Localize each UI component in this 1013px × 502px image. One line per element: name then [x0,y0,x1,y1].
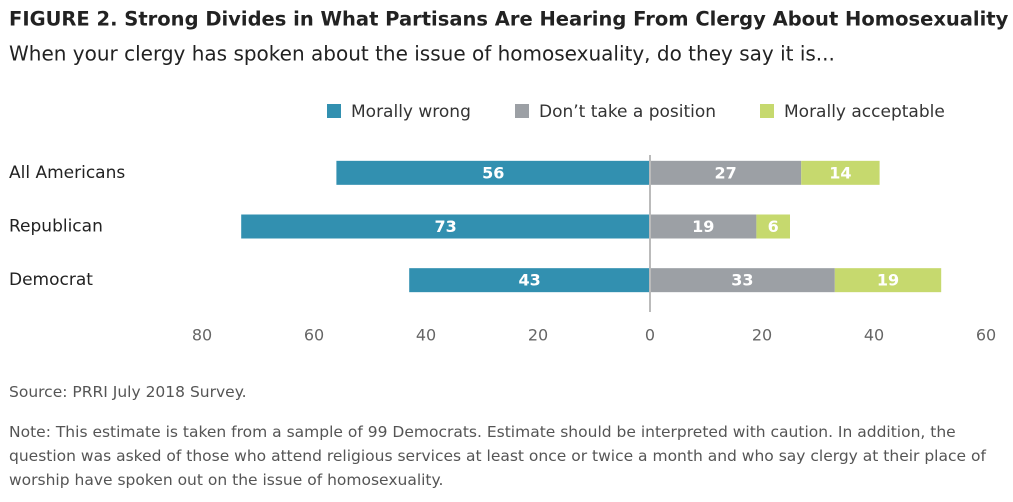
x-tick-label: 60 [304,326,324,345]
legend-label: Don’t take a position [539,102,716,122]
bar [336,160,650,185]
chart: FIGURE 2. Strong Divides in What Partisa… [9,8,1009,345]
data-label: 6 [768,217,779,236]
bar [409,268,650,293]
x-tick-label: 40 [416,326,436,345]
bar [650,160,802,185]
x-tick-label: 20 [528,326,548,345]
bar [756,214,790,239]
legend-label: Morally acceptable [784,102,945,122]
x-tick-label: 0 [645,326,655,345]
legend-label: Morally wrong [351,102,471,122]
bar [650,214,757,239]
legend-swatch [515,104,529,118]
bar [241,214,650,239]
source: Source: PRRI July 2018 Survey. [9,383,247,401]
data-label: 27 [714,163,736,182]
legend-swatch [760,104,774,118]
bar [834,268,942,293]
x-tick-label: 80 [192,326,212,345]
x-tick-label: 20 [752,326,772,345]
legend-swatch [327,104,341,118]
bar [801,160,880,185]
note: Note: This estimate is taken from a samp… [9,423,986,489]
data-label: 19 [877,271,899,290]
data-label: 14 [829,163,851,182]
chart-title: FIGURE 2. Strong Divides in What Partisa… [9,8,1009,31]
data-label: 19 [692,217,714,236]
x-tick-label: 40 [864,326,884,345]
data-label: 73 [434,217,456,236]
data-label: 33 [731,271,753,290]
category-label: All Americans [9,163,125,183]
x-tick-label: 60 [976,326,996,345]
data-label: 56 [482,163,504,182]
category-label: Democrat [9,270,93,290]
data-label: 43 [518,271,540,290]
category-label: Republican [9,217,103,237]
chart-subtitle: When your clergy has spoken about the is… [9,42,835,66]
bar [650,268,835,293]
